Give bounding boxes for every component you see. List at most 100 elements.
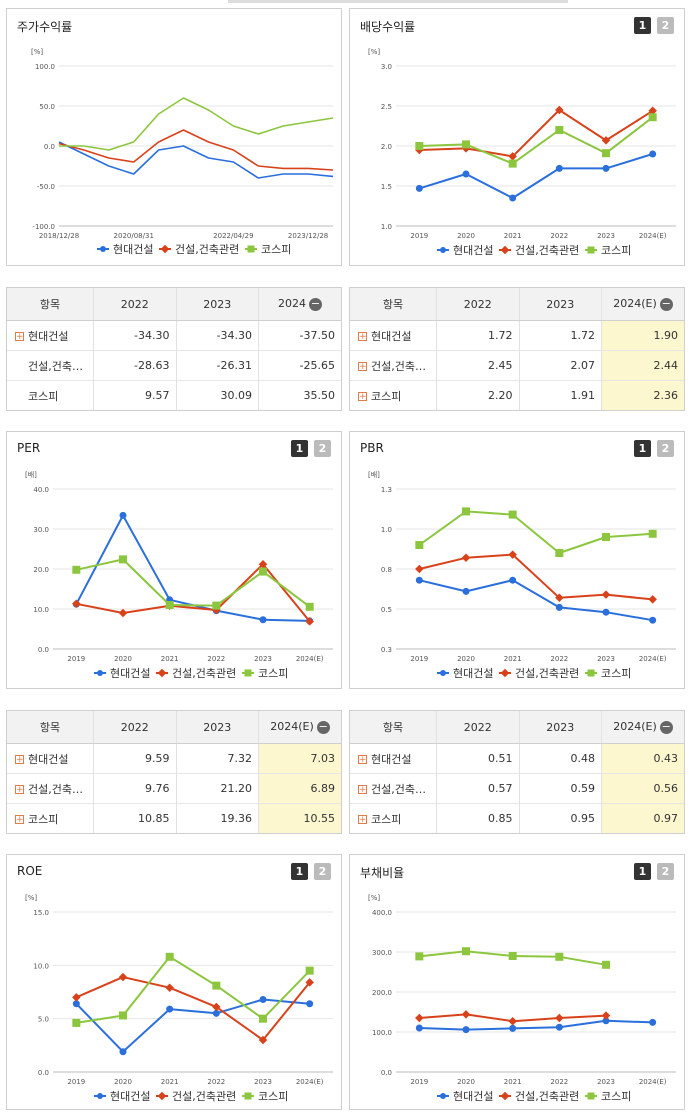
data-point bbox=[462, 947, 470, 956]
data-point bbox=[508, 550, 517, 559]
y-tick-label: 2.5 bbox=[381, 103, 392, 111]
x-tick-label: 2023/12/28 bbox=[288, 232, 328, 240]
x-tick-label: 2023 bbox=[597, 232, 615, 240]
panel-title: 주가수익률 bbox=[17, 20, 73, 34]
pbr-chart: [배]1.3 1.0 0.8 0.5 0.3 2019 2020 2021 2022 2023 20… bbox=[368, 470, 676, 680]
table-row: + 건설,건축… 0.57 0.59 0.56 bbox=[350, 773, 684, 804]
table-header: 2023 bbox=[175, 288, 259, 321]
expand-icon[interactable]: + bbox=[358, 815, 367, 826]
legend-label: 현대건설 bbox=[453, 1090, 493, 1103]
row-name: + 현대건설 bbox=[350, 742, 437, 774]
view-2-button[interactable]: 2 bbox=[314, 440, 331, 457]
data-point bbox=[259, 995, 267, 1003]
x-tick-label: 2019 bbox=[410, 1078, 428, 1086]
expand-icon[interactable]: + bbox=[358, 362, 367, 373]
header-label: 2024(E) bbox=[613, 297, 657, 311]
data-point bbox=[555, 593, 564, 603]
series-line bbox=[419, 109, 654, 158]
table-header: 2023 bbox=[175, 711, 259, 744]
y-tick-label: -100.0 bbox=[32, 223, 55, 231]
row-label: 코스피 bbox=[28, 812, 59, 826]
x-tick-label: 2020 bbox=[457, 1078, 475, 1086]
series-line bbox=[76, 563, 311, 623]
y-tick-label: 40.0 bbox=[33, 486, 49, 494]
row-label: 코스피 bbox=[371, 389, 402, 403]
x-tick-label: 2019 bbox=[410, 655, 428, 663]
view-1-button[interactable]: 1 bbox=[634, 863, 651, 880]
legend-marker bbox=[100, 246, 106, 252]
data-point bbox=[259, 616, 267, 624]
header-label: 2023 bbox=[546, 297, 575, 311]
x-tick-label: 2020 bbox=[114, 655, 132, 663]
x-tick-label: 2021 bbox=[504, 655, 522, 663]
series-line bbox=[59, 97, 334, 151]
x-tick-label: 2019 bbox=[67, 655, 85, 663]
legend-label: 현대건설 bbox=[110, 1090, 150, 1103]
legend-marker bbox=[157, 668, 167, 678]
expand-icon[interactable]: + bbox=[358, 755, 367, 766]
expand-icon[interactable]: + bbox=[358, 392, 367, 403]
collapse-icon[interactable]: − bbox=[309, 296, 322, 311]
table-cell: 0.51 bbox=[436, 742, 519, 774]
view-1-button[interactable]: 1 bbox=[291, 863, 308, 880]
row-name: + 건설,건축… bbox=[7, 773, 94, 804]
data-point bbox=[648, 113, 657, 122]
header-label: 2022 bbox=[463, 720, 492, 734]
view-1-button[interactable]: 1 bbox=[634, 17, 651, 34]
view-2-button[interactable]: 2 bbox=[657, 440, 674, 457]
x-tick-label: 2024(E) bbox=[296, 655, 324, 663]
table-header: 2023 bbox=[518, 288, 602, 321]
table-cell: 7.32 bbox=[175, 742, 259, 774]
data-point bbox=[555, 1023, 563, 1031]
legend-label: 건설,건축관련 bbox=[172, 667, 236, 680]
data-point bbox=[461, 553, 471, 563]
expand-icon[interactable]: + bbox=[15, 755, 24, 766]
y-unit-label: [%] bbox=[25, 894, 37, 902]
collapse-icon[interactable]: − bbox=[659, 719, 673, 734]
header-label: 2024 bbox=[278, 297, 306, 311]
view-1-button[interactable]: 1 bbox=[634, 440, 651, 457]
legend-label: 코스피 bbox=[258, 1090, 288, 1103]
table-cell: 2.36 bbox=[601, 380, 684, 410]
table-cell: 10.55 bbox=[258, 803, 341, 833]
series-line bbox=[419, 116, 654, 165]
legend-marker bbox=[587, 669, 595, 677]
header-label: 2022 bbox=[463, 297, 492, 311]
view-2-button[interactable]: 2 bbox=[657, 863, 674, 880]
debt-ratio-chart: [%] 400.0 300.0 200.0 100.0 0.0 2019 2020 2021 20… bbox=[368, 894, 676, 1103]
data-point bbox=[118, 972, 128, 982]
view-1-button[interactable]: 1 bbox=[291, 440, 308, 457]
y-tick-label: 100.0 bbox=[35, 63, 55, 71]
collapse-icon[interactable]: − bbox=[316, 719, 330, 734]
expand-icon[interactable]: + bbox=[15, 785, 24, 796]
row-label: 건설,건축… bbox=[371, 359, 426, 373]
view-2-button[interactable]: 2 bbox=[314, 863, 331, 880]
legend-marker bbox=[244, 669, 252, 677]
legend-marker bbox=[440, 1093, 446, 1099]
series-line bbox=[58, 129, 334, 171]
table-header: 항목 bbox=[7, 288, 94, 321]
x-tick-label: 2023 bbox=[597, 655, 615, 663]
view-2-button[interactable]: 2 bbox=[657, 17, 674, 34]
legend-label: 건설,건축관련 bbox=[172, 1090, 236, 1103]
data-point bbox=[649, 616, 657, 624]
expand-icon[interactable]: + bbox=[15, 332, 24, 343]
expand-icon[interactable]: + bbox=[358, 332, 367, 343]
collapse-icon[interactable]: − bbox=[659, 296, 673, 311]
expand-icon[interactable]: + bbox=[358, 785, 367, 796]
header-label: 2023 bbox=[203, 297, 232, 311]
expand-icon[interactable]: + bbox=[15, 815, 24, 826]
legend-label: 건설,건축관련 bbox=[515, 667, 579, 680]
table-cell: 0.95 bbox=[518, 803, 602, 833]
header-label: 항목 bbox=[382, 298, 404, 311]
row-label: 건설,건축… bbox=[371, 782, 426, 796]
data-point bbox=[166, 1005, 174, 1013]
legend-marker bbox=[500, 668, 510, 678]
legend-marker bbox=[160, 244, 170, 254]
table-cell: 2.45 bbox=[436, 350, 519, 381]
roe-chart: [%] 15.0 10.0 5.0 0.0 2019 2020 2021 2022 2023 202… bbox=[25, 894, 333, 1103]
x-tick-label: 2020 bbox=[457, 232, 475, 240]
y-unit-label: [배] bbox=[368, 470, 380, 479]
header-label: 2023 bbox=[203, 720, 232, 734]
x-tick-label: 2020 bbox=[457, 655, 475, 663]
